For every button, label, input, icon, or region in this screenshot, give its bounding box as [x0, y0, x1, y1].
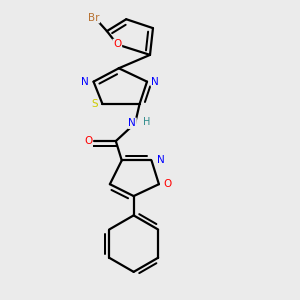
Text: O: O — [113, 40, 122, 50]
Text: H: H — [143, 117, 151, 127]
Text: N: N — [81, 76, 89, 87]
Text: N: N — [157, 155, 164, 165]
Text: N: N — [152, 76, 159, 87]
Text: O: O — [84, 136, 92, 146]
Text: O: O — [164, 179, 172, 189]
Text: N: N — [128, 118, 136, 128]
Text: Br: Br — [88, 13, 99, 23]
Text: S: S — [92, 99, 98, 109]
